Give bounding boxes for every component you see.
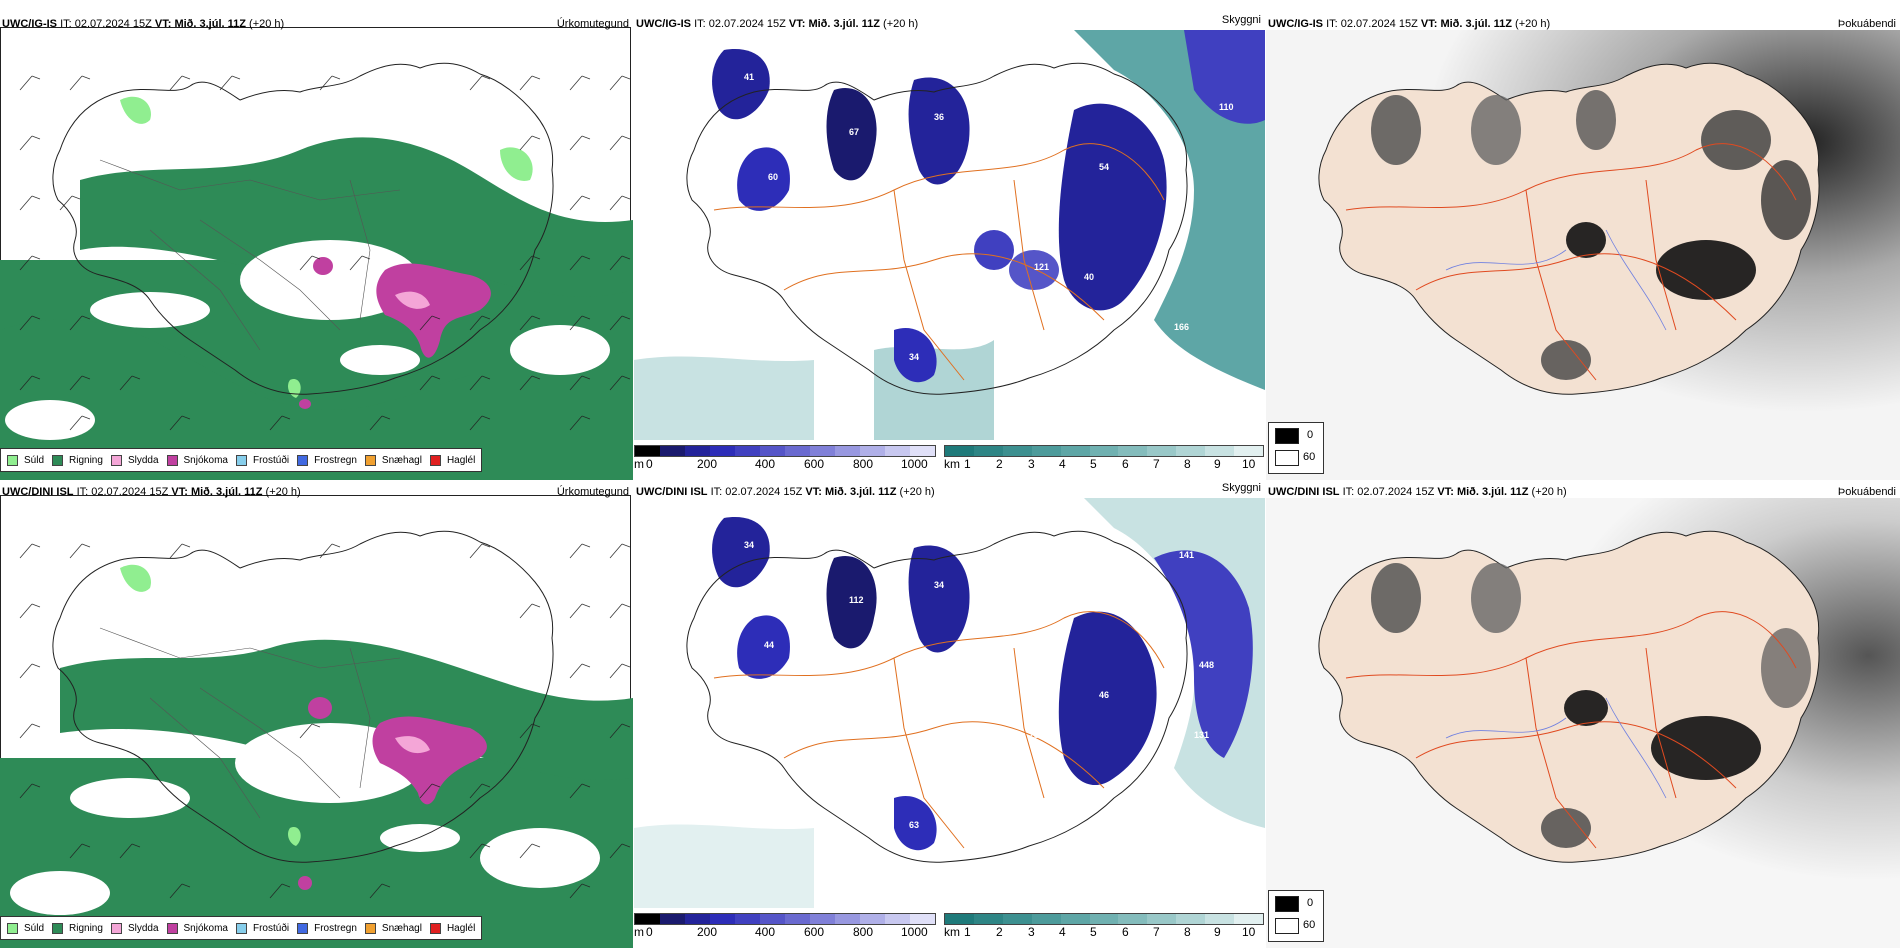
legend-swatch bbox=[235, 922, 247, 934]
fog-legend-high-swatch bbox=[1275, 918, 1299, 934]
legend-item: Frostregn bbox=[297, 922, 357, 934]
legend-swatch bbox=[52, 922, 64, 934]
fog-map bbox=[1266, 30, 1900, 480]
legend-item: Slydda bbox=[110, 922, 159, 934]
svg-text:239: 239 bbox=[1029, 730, 1044, 740]
svg-text:34: 34 bbox=[934, 580, 944, 590]
legend-swatch bbox=[364, 922, 376, 934]
visibility-map: 41 60 67 36 54 40 34 121 110 166 bbox=[634, 30, 1265, 440]
svg-text:63: 63 bbox=[909, 820, 919, 830]
svg-text:448: 448 bbox=[1199, 660, 1214, 670]
legend-item: Snæhagl bbox=[364, 922, 422, 934]
fog-legend-low-swatch bbox=[1275, 428, 1299, 444]
precip-panel: UWC/IG-IS IT: 02.07.2024 15Z VT: Mið. 3.… bbox=[0, 12, 633, 482]
legend-item: Snjókoma bbox=[166, 922, 228, 934]
svg-text:121: 121 bbox=[1034, 262, 1049, 272]
panel-title: UWC/DINI ISL IT: 02.07.2024 15Z VT: Mið.… bbox=[2, 486, 301, 498]
legend-swatch bbox=[429, 922, 441, 934]
legend-item: Frostregn bbox=[297, 454, 357, 466]
height-colorbar bbox=[634, 913, 936, 925]
legend-swatch bbox=[429, 454, 441, 466]
height-colorbar bbox=[634, 445, 936, 457]
precip-legend: Súld Rigning Slydda Snjókoma Frostúði Fr… bbox=[0, 916, 483, 940]
panel-title: UWC/DINI ISL IT: 02.07.2024 15Z VT: Mið.… bbox=[1268, 486, 1567, 498]
legend-item: Snjókoma bbox=[166, 454, 228, 466]
legend-swatch bbox=[166, 454, 178, 466]
legend-swatch bbox=[297, 922, 309, 934]
precip-legend: Súld Rigning Slydda Snjókoma Frostúði Fr… bbox=[0, 448, 483, 472]
svg-text:36: 36 bbox=[934, 112, 944, 122]
legend-swatch bbox=[7, 454, 18, 466]
legend-swatch bbox=[52, 454, 64, 466]
visibility-labels: 41 60 67 36 54 40 34 121 110 166 bbox=[744, 72, 1234, 362]
svg-text:46: 46 bbox=[1099, 690, 1109, 700]
visibility-colorbar bbox=[944, 445, 1264, 457]
visibility-labels: 34 44 112 34 46 239 63 141 448 131 bbox=[744, 540, 1214, 830]
svg-text:112: 112 bbox=[849, 595, 864, 605]
param-label: Þokuábendi bbox=[1837, 486, 1896, 498]
panel-title: UWC/DINI ISL IT: 02.07.2024 15Z VT: Mið.… bbox=[636, 486, 935, 498]
legend-item: Haglél bbox=[429, 454, 475, 466]
visibility-panel: UWC/DINI ISL IT: 02.07.2024 15Z VT: Mið.… bbox=[634, 480, 1265, 950]
precip-map bbox=[0, 62, 633, 480]
legend-item: Frostúði bbox=[235, 454, 289, 466]
svg-text:131: 131 bbox=[1194, 730, 1209, 740]
svg-text:110: 110 bbox=[1219, 102, 1234, 112]
fog-panel: UWC/DINI ISL IT: 02.07.2024 15Z VT: Mið.… bbox=[1266, 480, 1900, 950]
legend-swatch bbox=[110, 922, 122, 934]
panel-title: UWC/IG-IS IT: 02.07.2024 15Z VT: Mið. 3.… bbox=[636, 18, 919, 30]
legend-swatch bbox=[364, 454, 376, 466]
row-dini-isl: UWC/DINI ISL IT: 02.07.2024 15Z VT: Mið.… bbox=[0, 480, 1900, 950]
fog-legend: 0 60 bbox=[1268, 422, 1324, 474]
legend-item: Súld bbox=[7, 922, 44, 934]
legend-item: Slydda bbox=[110, 454, 159, 466]
legend-item: Haglél bbox=[429, 922, 475, 934]
legend-item: Rigning bbox=[52, 454, 103, 466]
fog-legend-low-swatch bbox=[1275, 896, 1299, 912]
svg-text:40: 40 bbox=[1084, 272, 1094, 282]
fog-legend-high-swatch bbox=[1275, 450, 1299, 466]
param-label: Skyggni bbox=[1221, 482, 1261, 494]
svg-text:67: 67 bbox=[849, 127, 859, 137]
panel-title: UWC/IG-IS IT: 02.07.2024 15Z VT: Mið. 3.… bbox=[2, 18, 285, 30]
legend-swatch bbox=[297, 454, 309, 466]
legend-swatch bbox=[166, 922, 178, 934]
svg-text:34: 34 bbox=[909, 352, 919, 362]
svg-text:166: 166 bbox=[1174, 322, 1189, 332]
legend-item: Rigning bbox=[52, 922, 103, 934]
param-label: Skyggni bbox=[1221, 14, 1261, 26]
param-label: Úrkomutegund bbox=[556, 486, 629, 498]
svg-text:41: 41 bbox=[744, 72, 754, 82]
svg-text:54: 54 bbox=[1099, 162, 1109, 172]
legend-item: Frostúði bbox=[235, 922, 289, 934]
param-label: Þokuábendi bbox=[1837, 18, 1896, 30]
visibility-colorbar bbox=[944, 913, 1264, 925]
legend-swatch bbox=[7, 922, 18, 934]
row-ig-is: UWC/IG-IS IT: 02.07.2024 15Z VT: Mið. 3.… bbox=[0, 12, 1900, 482]
legend-item: Snæhagl bbox=[364, 454, 422, 466]
legend-item: Súld bbox=[7, 454, 44, 466]
visibility-panel: UWC/IG-IS IT: 02.07.2024 15Z VT: Mið. 3.… bbox=[634, 12, 1265, 482]
svg-text:141: 141 bbox=[1179, 550, 1194, 560]
fog-map bbox=[1266, 498, 1900, 948]
svg-text:34: 34 bbox=[744, 540, 754, 550]
fog-legend: 0 60 bbox=[1268, 890, 1324, 942]
svg-text:44: 44 bbox=[764, 640, 774, 650]
panel-title: UWC/IG-IS IT: 02.07.2024 15Z VT: Mið. 3.… bbox=[1268, 18, 1551, 30]
precip-map bbox=[0, 530, 633, 948]
legend-swatch bbox=[110, 454, 122, 466]
visibility-map: 34 44 112 34 46 239 63 141 448 131 bbox=[634, 498, 1265, 908]
svg-text:60: 60 bbox=[768, 172, 778, 182]
precip-panel: UWC/DINI ISL IT: 02.07.2024 15Z VT: Mið.… bbox=[0, 480, 633, 950]
legend-swatch bbox=[235, 454, 247, 466]
param-label: Úrkomutegund bbox=[556, 18, 629, 30]
fog-panel: UWC/IG-IS IT: 02.07.2024 15Z VT: Mið. 3.… bbox=[1266, 12, 1900, 482]
